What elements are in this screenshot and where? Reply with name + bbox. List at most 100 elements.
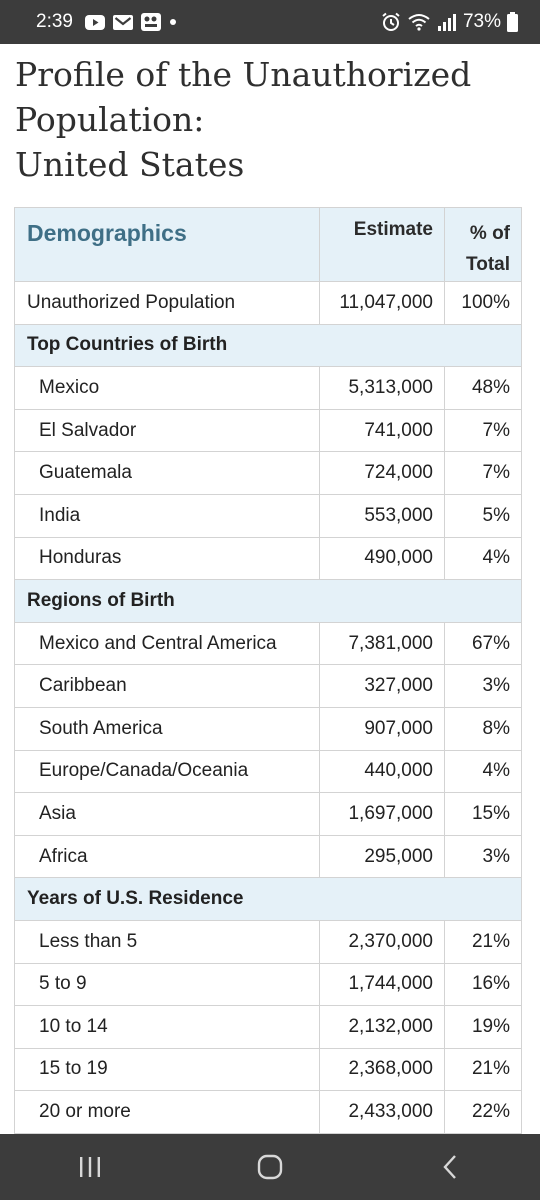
table-row: Caribbean 327,000 3% (14, 664, 522, 708)
row-percent: 21% (444, 1047, 522, 1092)
table-row: 15 to 19 2,368,000 21% (14, 1047, 522, 1092)
header-percent-line-2: Total (466, 254, 510, 275)
page-title-line-3: United States (15, 145, 245, 184)
table-row: 10 to 14 2,132,000 19% (14, 1005, 522, 1049)
app-notification-icon (140, 13, 161, 31)
table-header-row: Demographics Estimate % of Total (14, 207, 522, 282)
row-percent: 7% (444, 408, 522, 453)
table-row: South America 907,000 8% (14, 706, 522, 751)
section-header-row: Years of U.S. Residence (14, 877, 522, 921)
row-percent: 22% (444, 1090, 522, 1134)
table-row: 5 to 9 1,744,000 16% (14, 962, 522, 1007)
row-label: Africa (14, 834, 320, 879)
row-estimate: 1,744,000 (319, 962, 445, 1007)
row-label: Asia (14, 792, 320, 836)
demographics-table: Demographics Estimate % of Total Unautho… (14, 207, 522, 1134)
row-estimate: 2,132,000 (319, 1005, 445, 1049)
row-estimate: 2,370,000 (319, 919, 445, 964)
navigation-bar (0, 1134, 540, 1200)
header-percent-line-1: % of (469, 223, 510, 244)
row-percent: 67% (444, 621, 522, 666)
header-demographics: Demographics (14, 207, 320, 282)
table-row: Africa 295,000 3% (14, 834, 522, 879)
section-header-label: Top Countries of Birth (14, 323, 522, 368)
section-header-row: Top Countries of Birth (14, 323, 522, 368)
status-time: 2:39 (36, 11, 73, 32)
back-icon[interactable] (420, 1147, 480, 1187)
row-percent: 4% (444, 536, 522, 581)
row-percent: 7% (444, 451, 522, 495)
table-row: India 553,000 5% (14, 493, 522, 538)
status-bar: 2:39 73% (0, 0, 540, 44)
table-row: Unauthorized Population 11,047,000 100% (14, 281, 522, 325)
section-header-row: Regions of Birth (14, 579, 522, 623)
row-label: 20 or more (14, 1090, 320, 1134)
wifi-icon (407, 13, 431, 31)
row-label: Europe/Canada/Oceania (14, 749, 320, 794)
row-label: Honduras (14, 536, 320, 581)
table-row: Asia 1,697,000 15% (14, 792, 522, 836)
row-label: Mexico and Central America (14, 621, 320, 666)
row-estimate: 2,433,000 (319, 1090, 445, 1134)
page-title: Profile of the Unauthorized Population: … (15, 52, 515, 187)
row-percent: 48% (444, 366, 522, 410)
row-estimate: 327,000 (319, 664, 445, 708)
row-percent: 19% (444, 1005, 522, 1049)
row-label: El Salvador (14, 408, 320, 453)
header-estimate: Estimate (319, 207, 445, 282)
youtube-icon (84, 14, 105, 30)
alarm-icon (381, 12, 401, 32)
table-row: 20 or more 2,433,000 22% (14, 1090, 522, 1134)
row-estimate: 2,368,000 (319, 1047, 445, 1092)
row-estimate: 907,000 (319, 706, 445, 751)
page-title-line-2: Population: (15, 100, 205, 139)
table-row: Europe/Canada/Oceania 440,000 4% (14, 749, 522, 794)
row-percent: 16% (444, 962, 522, 1007)
status-left: 2:39 (36, 11, 177, 33)
row-label: 10 to 14 (14, 1005, 320, 1049)
row-estimate: 741,000 (319, 408, 445, 453)
battery-percent: 73% (462, 11, 501, 32)
home-icon[interactable] (240, 1147, 300, 1187)
table-row: Mexico 5,313,000 48% (14, 366, 522, 410)
row-estimate: 553,000 (319, 493, 445, 538)
row-percent: 4% (444, 749, 522, 794)
page-title-line-1: Profile of the Unauthorized (15, 55, 472, 94)
table-row: Less than 5 2,370,000 21% (14, 919, 522, 964)
battery-icon (507, 12, 518, 32)
row-estimate: 5,313,000 (319, 366, 445, 410)
table-row: Guatemala 724,000 7% (14, 451, 522, 495)
dot-icon (169, 18, 177, 26)
row-label: South America (14, 706, 320, 751)
row-estimate: 724,000 (319, 451, 445, 495)
row-percent: 100% (444, 281, 522, 325)
row-label: Less than 5 (14, 919, 320, 964)
table-row: Honduras 490,000 4% (14, 536, 522, 581)
row-label: Caribbean (14, 664, 320, 708)
row-percent: 5% (444, 493, 522, 538)
demographics-table-container: Demographics Estimate % of Total Unautho… (14, 207, 522, 1134)
row-estimate: 440,000 (319, 749, 445, 794)
row-estimate: 1,697,000 (319, 792, 445, 836)
row-label: 15 to 19 (14, 1047, 320, 1092)
row-percent: 21% (444, 919, 522, 964)
table-body: Unauthorized Population 11,047,000 100% Top… (14, 281, 522, 1134)
table-row: Mexico and Central America 7,381,000 67% (14, 621, 522, 666)
row-label: Guatemala (14, 451, 320, 495)
row-label: India (14, 493, 320, 538)
row-percent: 3% (444, 664, 522, 708)
row-label: 5 to 9 (14, 962, 320, 1007)
gmail-icon (112, 14, 133, 30)
section-header-label: Regions of Birth (14, 579, 522, 623)
recent-apps-icon[interactable] (60, 1147, 120, 1187)
table-row: El Salvador 741,000 7% (14, 408, 522, 453)
row-label: Unauthorized Population (14, 281, 320, 325)
row-estimate: 11,047,000 (319, 281, 445, 325)
header-percent-of-total: % of Total (444, 207, 522, 282)
row-label: Mexico (14, 366, 320, 410)
row-estimate: 490,000 (319, 536, 445, 581)
signal-icon (437, 13, 457, 31)
row-percent: 3% (444, 834, 522, 879)
row-percent: 8% (444, 706, 522, 751)
status-right: 73% (381, 11, 518, 33)
